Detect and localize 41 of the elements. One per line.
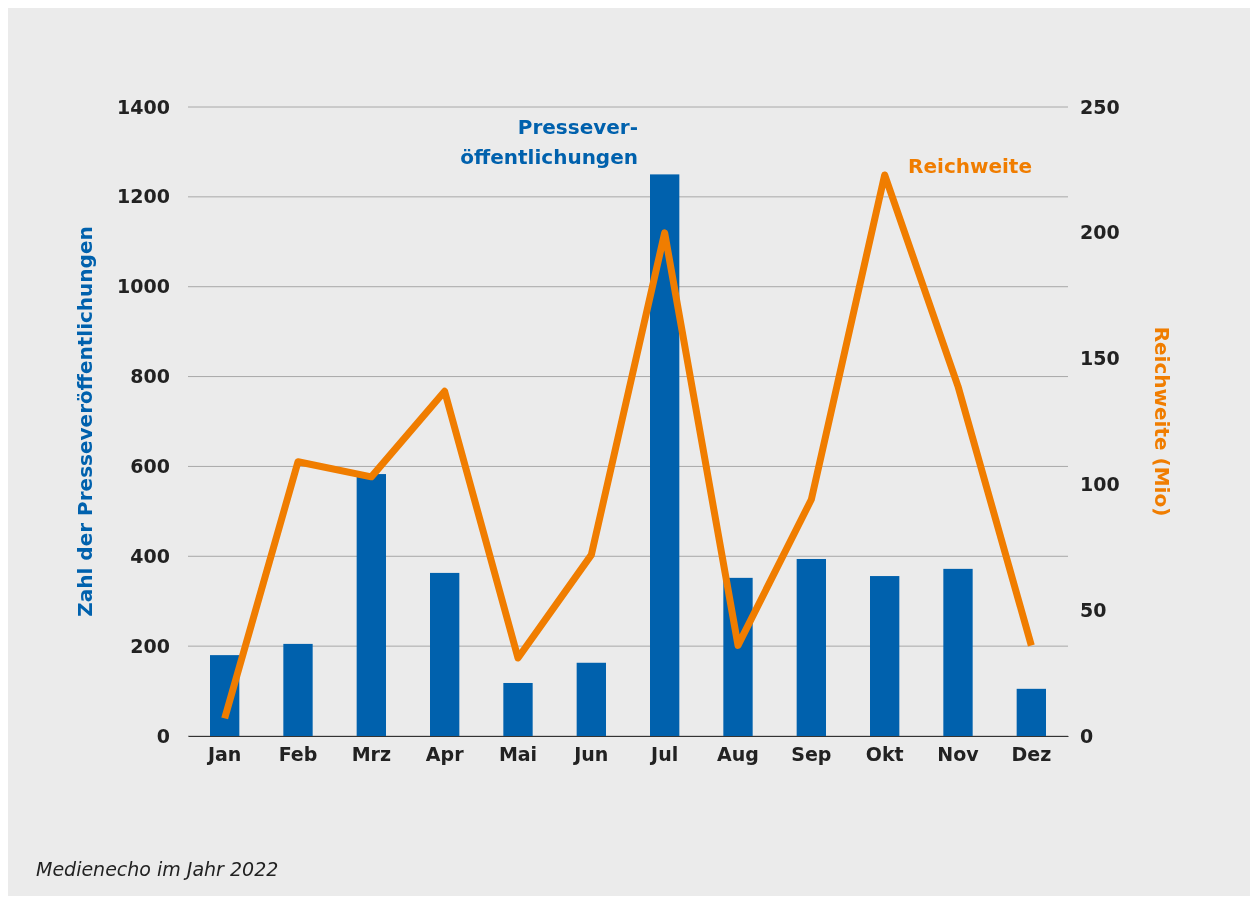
x-tick-label: Feb [278,743,318,766]
series-label: Reichweite [908,153,1032,178]
x-tick-label: Mrz [351,743,392,766]
bar [870,576,900,736]
y2-tick-label: 200 [1080,221,1120,244]
x-tick-label: Aug [717,743,759,766]
bar [356,474,386,736]
y2-tick-label: 100 [1080,472,1120,495]
x-tick-label: Jun [572,743,609,766]
y-tick-label: 400 [130,544,170,567]
y2-axis-title: Reichweite (Mio) [1150,326,1174,517]
series-label: Pressever-öffentlichungen [460,115,638,170]
x-tick-label: Apr [425,743,465,766]
y-axis-title: Zahl der Presseveröffentlichungen [73,226,97,617]
x-tick-label: Sep [791,743,832,766]
y-tick-label: 1400 [117,95,170,118]
bar [650,174,680,736]
y2-tick-label: 150 [1080,347,1120,370]
bar [283,643,313,736]
x-tick-label: Jan [205,743,242,766]
bar [943,568,973,736]
y2-tick-label: 50 [1080,598,1107,621]
x-tick-label: Nov [937,743,980,766]
x-tick-label: Okt [865,743,904,766]
y-tick-label: 800 [130,365,170,388]
bar [576,662,606,736]
y-tick-label: 0 [156,724,170,747]
x-tick-label: Mai [498,743,538,766]
bar [1016,688,1046,736]
y-tick-label: 1000 [117,275,170,298]
y-tick-label: 600 [130,455,170,478]
text: Medienecho im Jahr 2022 [36,858,279,880]
bar [503,682,533,736]
y-tick-label: 1200 [117,185,170,208]
y-tick-label: 200 [130,634,170,657]
y2-tick-label: 0 [1080,724,1094,747]
x-tick-label: Dez [1011,743,1052,766]
y2-tick-label: 250 [1080,95,1120,118]
x-tick-label: Jul [649,743,679,766]
bar [796,558,826,736]
bar [430,572,460,736]
